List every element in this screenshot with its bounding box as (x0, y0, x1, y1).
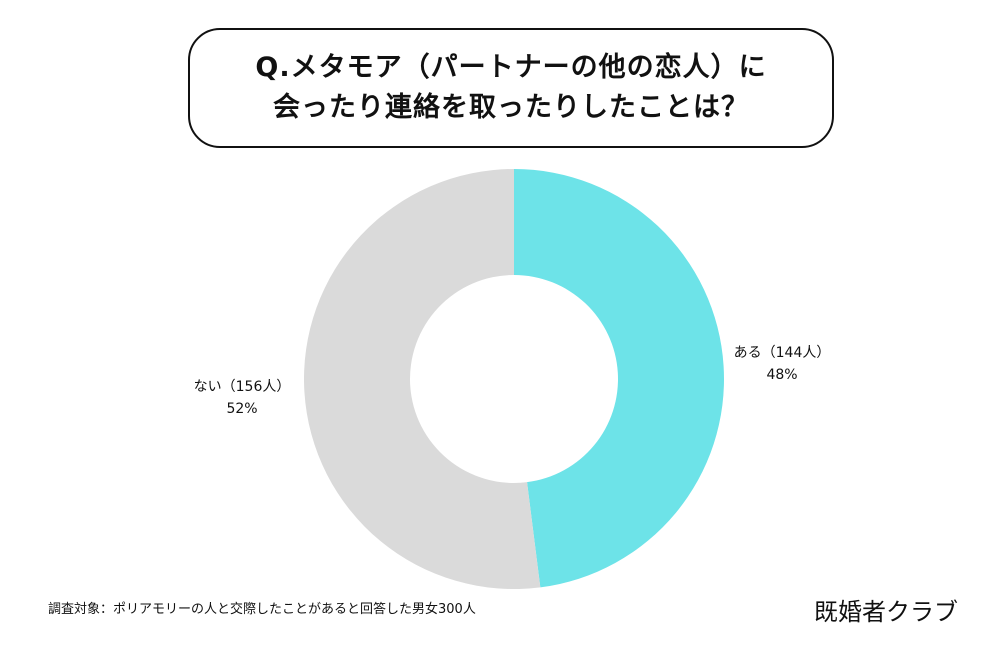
chart-title-box: Q.メタモア（パートナーの他の恋人）に 会ったり連絡を取ったりしたことは？ (188, 28, 834, 148)
slice-label-aru-count: （144人） (761, 345, 831, 361)
chart-title-line-2: 会ったり連絡を取ったりしたことは？ (273, 92, 749, 123)
slice-label-aru: ある（144人） 48% (722, 342, 842, 386)
slice-label-aru-name: ある (733, 345, 762, 361)
brand-logo-text: 既婚者クラブ (814, 598, 958, 626)
slice-label-nai-name: ない (193, 379, 222, 395)
donut-slice-aru (514, 169, 725, 588)
slice-label-aru-percent: 48% (766, 367, 798, 383)
chart-title-line-1: Q.メタモア（パートナーの他の恋人）に (255, 52, 767, 83)
slice-label-nai-percent: 52% (226, 401, 258, 417)
slice-label-nai-count: （156人） (221, 379, 291, 395)
slice-label-nai: ない（156人） 52% (182, 376, 302, 420)
donut-slice-nai (304, 169, 541, 589)
survey-footnote: 調査対象：ポリアモリーの人と交際したことがあると回答した男女300人 (48, 602, 476, 617)
